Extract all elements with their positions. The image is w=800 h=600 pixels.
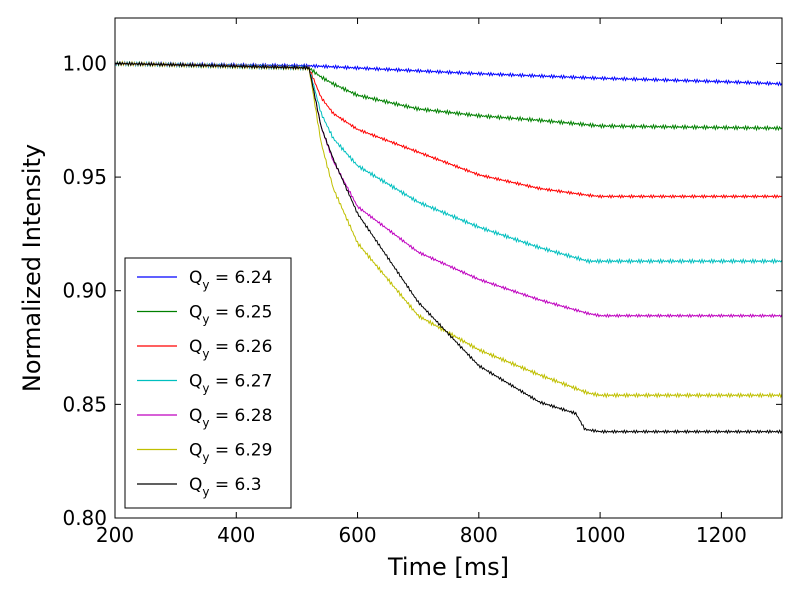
x-tick-label: 600 — [338, 523, 376, 547]
plot-frame — [114, 17, 783, 519]
legend-label: Qy = 6.25 — [189, 303, 272, 327]
legend-box — [124, 257, 292, 509]
x-tick-label: 1200 — [696, 523, 747, 547]
y-tick-label: 0.85 — [62, 392, 107, 416]
x-tick-label: 400 — [217, 523, 255, 547]
ticks-layer: 200 400 600 800 1000 1200 0.80 0.85 0.90 0.95 1.00 — [62, 18, 782, 547]
y-tick-label: 0.90 — [62, 279, 107, 303]
series-line — [115, 61, 782, 435]
x-tick-label: 1000 — [575, 523, 626, 547]
legend-label: Qy = 6.3 — [189, 475, 262, 499]
y-tick-label: 1.00 — [62, 51, 107, 75]
legend-label: Qy = 6.27 — [189, 372, 272, 396]
legend: Qy = 6.24 Qy = 6.25 Qy = 6.26 Qy = 6.27 Qy =… — [124, 257, 292, 509]
x-axis-title: Time [ms] — [387, 553, 509, 581]
legend-label: Qy = 6.29 — [189, 441, 272, 465]
y-tick-label: 0.80 — [62, 506, 107, 530]
legend-label: Qy = 6.28 — [189, 406, 272, 430]
y-axis-title: Normalized Intensity — [18, 144, 46, 392]
x-tick-label: 200 — [96, 523, 134, 547]
legend-label: Qy = 6.24 — [189, 268, 272, 292]
legend-label: Qy = 6.26 — [189, 337, 272, 361]
series-layer — [115, 60, 782, 435]
x-tick-label: 800 — [460, 523, 498, 547]
y-tick-label: 0.95 — [62, 165, 107, 189]
